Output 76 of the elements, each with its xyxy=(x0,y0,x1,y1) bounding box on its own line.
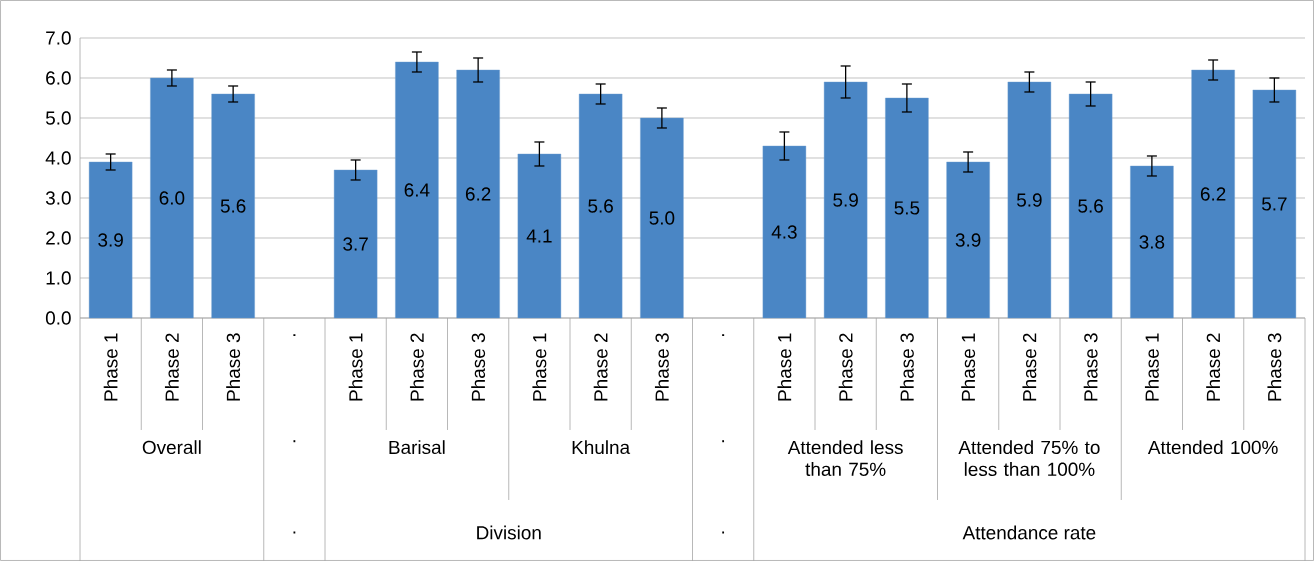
text: Overall xyxy=(142,440,201,455)
x-tick-label: Phase 2 xyxy=(838,333,853,401)
bar xyxy=(578,93,623,319)
bar xyxy=(1007,81,1052,319)
bar xyxy=(1252,89,1297,319)
x-tick-label: . xyxy=(293,334,296,337)
x-tick-label: Phase 3 xyxy=(654,333,669,401)
y-tick-label: 1.0 xyxy=(46,271,71,285)
y-tick-label: 3.0 xyxy=(45,191,71,205)
data-label: 5.5 xyxy=(894,201,920,215)
x-tick-label: Phase 3 xyxy=(226,333,241,401)
text: Attendance rate xyxy=(962,525,1096,540)
bar xyxy=(1068,93,1113,319)
data-label: 6.4 xyxy=(404,183,430,197)
text: . xyxy=(722,531,725,534)
bar xyxy=(150,77,194,319)
text: Barisal xyxy=(389,440,445,455)
bar xyxy=(946,161,990,319)
x-tick-label: Phase 1 xyxy=(103,333,118,401)
bar xyxy=(395,61,439,319)
x-tick-label: Phase 1 xyxy=(532,333,547,401)
x-tick-label: Phase 2 xyxy=(409,333,424,401)
y-tick-label: 7.0 xyxy=(46,31,71,45)
x-tick-label: Phase 3 xyxy=(899,333,914,401)
text: Attended 100% xyxy=(1147,440,1278,455)
data-label: 5.7 xyxy=(1261,197,1287,211)
bar xyxy=(333,169,378,319)
data-label: 5.9 xyxy=(1016,193,1042,207)
text: Division xyxy=(477,525,541,540)
y-tick-label: 4.0 xyxy=(45,151,71,165)
data-label: 6.0 xyxy=(159,191,185,205)
y-tick-label: 2.0 xyxy=(46,231,71,245)
data-label: 3.7 xyxy=(343,237,368,251)
x-tick-label: Phase 1 xyxy=(777,333,792,401)
bar xyxy=(456,69,500,319)
x-tick-label: Phase 2 xyxy=(1206,333,1221,401)
x-tick-label: Phase 3 xyxy=(471,333,486,401)
bar xyxy=(1130,165,1174,319)
x-tick-label: . xyxy=(722,334,725,337)
x-tick-label: Phase 2 xyxy=(164,333,179,401)
bar xyxy=(211,93,255,319)
text: Attended 75% to less than 100% xyxy=(958,440,1100,476)
bar xyxy=(1191,69,1235,319)
data-label: 5.0 xyxy=(649,211,675,225)
data-label: 6.2 xyxy=(465,187,491,201)
text: Attended less than 75% xyxy=(787,440,903,476)
y-tick-label: 0.0 xyxy=(45,311,71,325)
x-tick-label: Phase 1 xyxy=(348,333,363,401)
x-tick-label: Phase 1 xyxy=(1144,333,1159,401)
data-label: 4.3 xyxy=(771,225,797,239)
bar xyxy=(640,117,684,319)
text: Khulna xyxy=(572,440,631,455)
bar xyxy=(88,161,133,319)
data-label: 6.2 xyxy=(1200,187,1226,201)
x-tick-label: Phase 2 xyxy=(593,333,608,401)
bar xyxy=(762,145,807,319)
text: . xyxy=(293,531,296,534)
data-label: 5.6 xyxy=(1078,199,1103,213)
bar xyxy=(823,81,868,319)
x-tick-label: Phase 1 xyxy=(961,333,976,401)
data-label: 5.6 xyxy=(220,199,246,213)
x-tick-label: Phase 2 xyxy=(1022,333,1037,401)
data-label: 3.9 xyxy=(955,233,981,247)
text: . xyxy=(722,440,725,443)
y-tick-label: 6.0 xyxy=(46,71,71,85)
data-label: 3.8 xyxy=(1139,235,1165,249)
data-label: 5.6 xyxy=(588,199,613,213)
x-tick-label: Phase 3 xyxy=(1083,333,1098,401)
data-label: 3.9 xyxy=(98,233,123,247)
x-tick-label: Phase 3 xyxy=(1267,333,1282,401)
y-tick-label: 5.0 xyxy=(45,111,71,125)
data-label: 4.1 xyxy=(526,229,552,243)
bar xyxy=(517,153,562,319)
bar xyxy=(885,97,929,319)
data-label: 5.9 xyxy=(833,193,858,207)
text: . xyxy=(293,440,296,443)
